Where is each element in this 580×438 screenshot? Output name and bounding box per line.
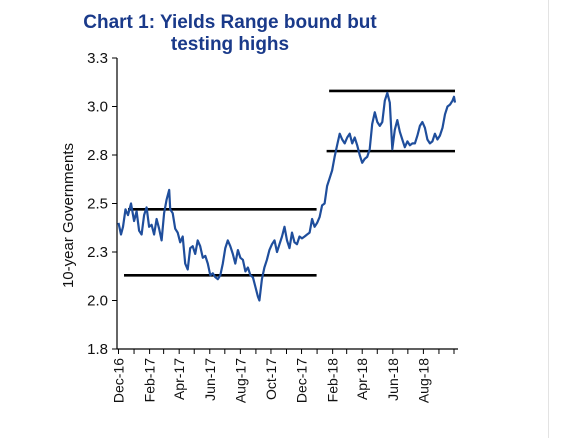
x-tick-label: Dec-17: [294, 358, 310, 403]
x-tick-label: Oct-17: [263, 358, 279, 400]
chart-title-line1: Chart 1: Yields Range bound but: [83, 12, 377, 33]
x-tick-label: Jun-17: [202, 358, 218, 401]
y-tick-label: 2.5: [87, 196, 108, 213]
y-axis-title: 10-year Governments: [60, 143, 77, 288]
page-divider: [548, 0, 549, 438]
x-tick-label: Apr-18: [354, 358, 370, 400]
y-tick-label: 1.8: [87, 341, 108, 358]
x-tick-label: Apr-17: [171, 358, 187, 400]
y-tick-label: 2.3: [87, 244, 108, 261]
x-tick-label: Feb-17: [142, 358, 158, 403]
y-tick-label: 2.0: [87, 293, 108, 310]
yield-series-line: [117, 91, 457, 302]
chart-title-line2: testing highs: [170, 34, 290, 55]
y-tick-label: 3.3: [87, 50, 108, 67]
x-tick-label: Aug-17: [232, 358, 248, 403]
y-tick-label: 2.8: [87, 147, 108, 164]
y-tick-label: 3.0: [87, 99, 108, 116]
x-tick-label: Aug-18: [415, 358, 431, 403]
x-tick-label: Jun-18: [385, 358, 401, 401]
x-tick-label: Feb-18: [325, 358, 341, 403]
x-tick-label: Dec-16: [111, 358, 127, 403]
